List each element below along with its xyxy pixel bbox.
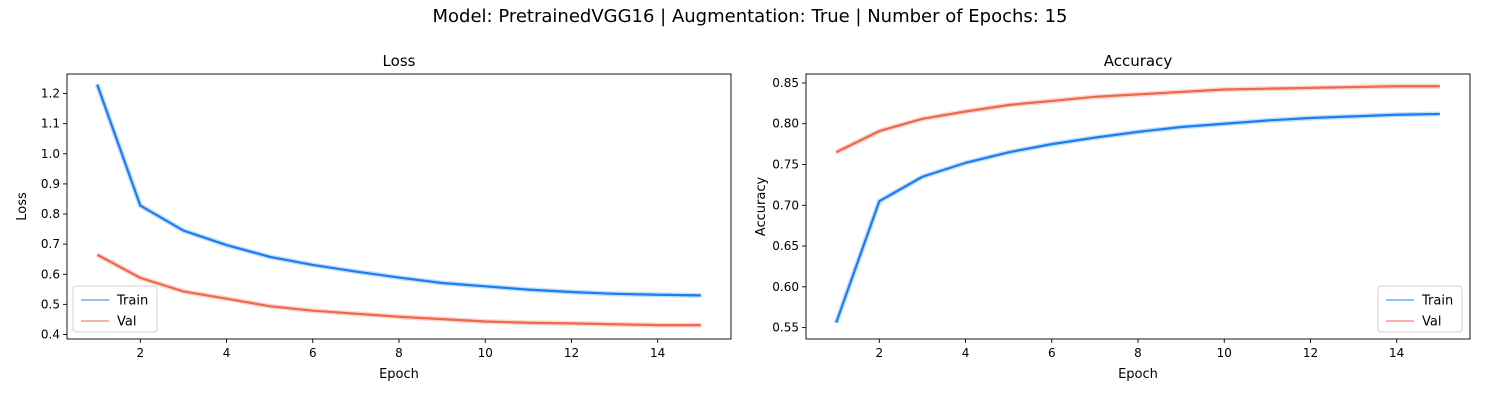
accuracy-legend-label-val: Val: [1422, 315, 1441, 330]
accuracy-y-tick-label: 0.80: [772, 117, 799, 131]
loss-y-tick-label: 0.7: [41, 237, 60, 251]
loss-series-line-train: [97, 85, 701, 296]
loss-series-band-val: [97, 255, 701, 325]
loss-legend-label-val: Val: [117, 315, 136, 330]
loss-axes-frame: [67, 74, 731, 339]
accuracy-series-band-val: [836, 86, 1440, 152]
accuracy-x-tick-label: 8: [1134, 346, 1142, 360]
loss-y-tick-label: 0.8: [41, 207, 60, 221]
loss-y-tick-label: 0.5: [41, 297, 60, 311]
accuracy-x-axis-label: Epoch: [1118, 367, 1158, 382]
accuracy-y-tick-label: 0.55: [772, 321, 799, 335]
accuracy-chart-title: Accuracy: [1104, 52, 1173, 70]
loss-y-tick-label: 0.4: [41, 327, 60, 341]
loss-y-tick-label: 1.2: [41, 87, 60, 101]
loss-series-band-train: [97, 85, 701, 296]
loss-x-tick-label: 4: [223, 346, 231, 360]
accuracy-chart: 2 4 6 8 10 12 14 0.55 0.60 0.65 0.70 0.75 0.80 0.85 Ac…: [754, 52, 1470, 382]
loss-legend-label-train: Train: [116, 294, 148, 309]
accuracy-x-tick-label: 10: [1217, 346, 1232, 360]
accuracy-x-tick-label: 6: [1048, 346, 1056, 360]
loss-chart-title: Loss: [383, 52, 416, 70]
accuracy-series-line-train: [836, 114, 1440, 323]
loss-y-tick-label: 1.0: [41, 147, 60, 161]
loss-x-tick-label: 2: [136, 346, 144, 360]
loss-x-axis-label: Epoch: [379, 367, 419, 382]
accuracy-legend: Train Val: [1378, 286, 1462, 332]
accuracy-y-tick-label: 0.65: [772, 239, 799, 253]
loss-x-tick-label: 6: [309, 346, 317, 360]
loss-x-tick-label: 14: [650, 346, 665, 360]
loss-y-axis-label: Loss: [15, 192, 30, 221]
loss-y-tick-label: 1.1: [41, 117, 60, 131]
loss-x-tick-label: 10: [478, 346, 493, 360]
accuracy-legend-label-train: Train: [1421, 294, 1453, 309]
accuracy-y-tick-label: 0.70: [772, 198, 799, 212]
accuracy-x-tick-label: 14: [1389, 346, 1404, 360]
accuracy-x-tick-label: 12: [1303, 346, 1318, 360]
loss-x-tick-label: 8: [395, 346, 403, 360]
accuracy-x-tick-label: 4: [962, 346, 970, 360]
loss-x-tick-label: 12: [564, 346, 579, 360]
loss-y-tick-label: 0.6: [41, 267, 60, 281]
accuracy-x-tick-label: 2: [875, 346, 883, 360]
loss-chart: 2 4 6 8 10 12 14 0.4 0.5 0.6 0.7 0.8 0.9 1.0 1.1 1.2 Los…: [15, 52, 731, 382]
accuracy-series-band-train: [836, 114, 1440, 323]
loss-legend: Train Val: [73, 286, 157, 332]
figure-title: Model: PretrainedVGG16 | Augmentation: T…: [0, 6, 1500, 27]
accuracy-y-axis-label: Accuracy: [754, 177, 769, 237]
accuracy-y-tick-label: 0.60: [772, 280, 799, 294]
accuracy-y-tick-label: 0.75: [772, 158, 799, 172]
accuracy-y-tick-label: 0.85: [772, 76, 799, 90]
loss-y-tick-label: 0.9: [41, 177, 60, 191]
